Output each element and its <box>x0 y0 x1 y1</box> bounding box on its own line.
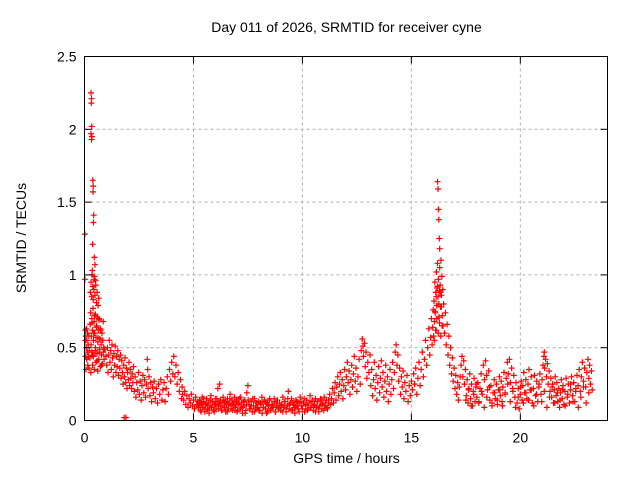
x-tick-label: 15 <box>404 430 420 446</box>
x-tick-label: 10 <box>295 430 311 446</box>
plot-border <box>84 56 608 421</box>
x-axis-label: GPS time / hours <box>293 450 400 466</box>
y-axis-label: SRMTID / TECUs <box>13 182 29 294</box>
x-tick-label: 20 <box>513 430 529 446</box>
y-tick-label: 2 <box>69 121 77 137</box>
y-tick-label: 1 <box>69 267 77 283</box>
x-tick-label: 0 <box>81 430 89 446</box>
y-tick-label: 0 <box>69 413 77 429</box>
y-tick-label: 0.5 <box>57 340 77 356</box>
y-tick-label: 2.5 <box>57 49 77 65</box>
data-points <box>81 89 596 421</box>
y-tick-label: 1.5 <box>57 194 77 210</box>
chart-title: Day 011 of 2026, SRMTID for receiver cyn… <box>211 19 482 35</box>
x-tick-label: 5 <box>190 430 198 446</box>
